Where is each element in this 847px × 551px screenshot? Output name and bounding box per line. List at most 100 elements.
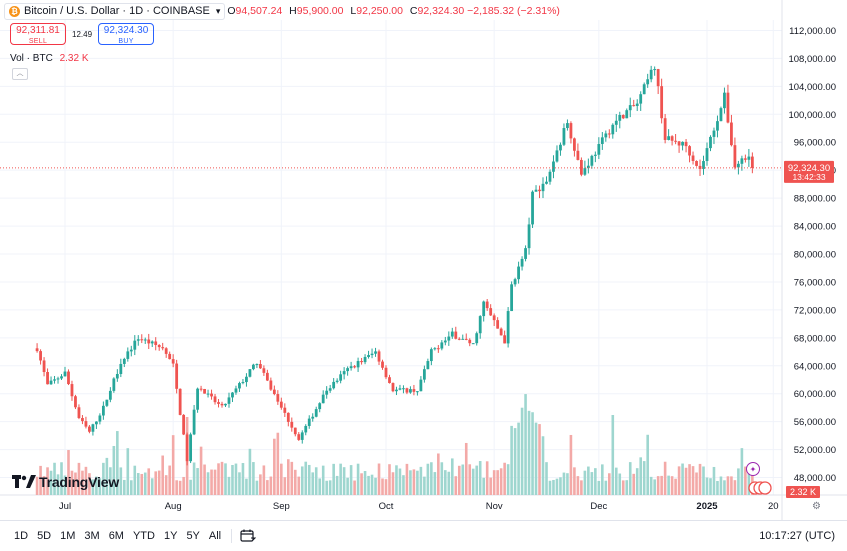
candle-body: [416, 391, 419, 393]
volume-bar: [182, 476, 185, 495]
timeframe-3m[interactable]: 3M: [84, 530, 100, 542]
timeframe-1m[interactable]: 1M: [60, 530, 76, 542]
y-tick-label: 100,000.00: [788, 110, 836, 121]
volume-bar: [538, 424, 541, 495]
candle-body: [709, 136, 712, 149]
open-value: 94,507.24: [235, 5, 283, 17]
trade-panel: 92,311.81 SELL 12.49 92,324.30 BUY: [10, 23, 155, 45]
candle-body: [489, 308, 493, 316]
candle-body: [56, 378, 60, 380]
volume-bar: [293, 469, 297, 495]
timeframe-ytd[interactable]: YTD: [132, 530, 155, 542]
candle-body: [349, 366, 353, 369]
volume-bar: [614, 467, 618, 495]
candle-body: [635, 103, 639, 106]
timeframe-1y[interactable]: 1Y: [163, 530, 178, 542]
y-tick-label: 68,000.00: [794, 333, 836, 344]
timeframe-all[interactable]: All: [208, 530, 222, 542]
high-value: 95,900.00: [296, 5, 344, 17]
volume-bar: [88, 473, 91, 495]
candle-body: [360, 361, 363, 363]
close-value: 92,324.30 −2,185.32 (−2.31%): [417, 5, 560, 17]
volume-bar: [416, 470, 419, 495]
candle-body: [618, 115, 622, 121]
chevron-down-icon[interactable]: ▾: [215, 5, 221, 16]
candle-body: [220, 403, 224, 406]
sell-button[interactable]: 92,311.81 SELL: [10, 23, 66, 45]
volume-bar: [374, 477, 377, 495]
volume-legend[interactable]: Vol · BTC 2.32 K: [10, 53, 89, 64]
candle-body: [42, 360, 46, 373]
timeframe-5d[interactable]: 5D: [37, 530, 52, 542]
tradingview-logo-icon: [12, 475, 36, 488]
volume-bar: [464, 442, 468, 495]
candle-body: [234, 388, 238, 393]
volume-bar: [98, 478, 102, 495]
volume-bar: [513, 428, 517, 495]
volume-bar: [388, 464, 391, 495]
x-tick-label: Dec: [590, 501, 607, 512]
candle-body: [332, 381, 336, 389]
volume-bar: [608, 473, 611, 495]
candle-body: [513, 279, 517, 285]
event-markers-icon[interactable]: [745, 480, 773, 496]
y-tick-label: 52,000.00: [794, 445, 836, 456]
buy-button[interactable]: 92,324.30 BUY: [98, 23, 155, 45]
candle-body: [370, 353, 374, 356]
volume-bar: [210, 469, 213, 495]
symbol-selector[interactable]: ₿ Bitcoin / U.S. Dollar · 1D · COINBASE …: [4, 2, 226, 20]
volume-bar: [492, 470, 496, 495]
collapse-legend-icon[interactable]: ︿: [12, 68, 28, 80]
volume-bar: [370, 474, 374, 495]
candle-body: [499, 328, 503, 336]
candle-body: [712, 130, 716, 137]
candle-body: [67, 371, 70, 385]
candle-body: [147, 339, 151, 344]
timeframe-5y[interactable]: 5Y: [186, 530, 200, 542]
volume-bar: [520, 407, 524, 495]
buy-price: 92,324.30: [103, 25, 149, 36]
volume-bar: [381, 478, 384, 495]
candle-body: [726, 92, 730, 123]
add-alert-icon[interactable]: ✦: [746, 462, 760, 476]
candle-body: [730, 122, 733, 146]
candle-body: [562, 128, 566, 145]
candle-body: [719, 108, 723, 122]
calendar-range-icon[interactable]: [240, 529, 257, 543]
candle-body: [402, 388, 405, 390]
volume-bar: [499, 468, 503, 495]
candle-body: [297, 434, 301, 440]
candle-body: [510, 284, 514, 312]
candle-body: [520, 258, 524, 267]
volume-bar: [311, 472, 315, 495]
volume-bar: [199, 446, 203, 495]
volume-bar: [541, 436, 545, 495]
y-tick-label: 80,000.00: [794, 250, 836, 261]
volume-bar: [297, 476, 301, 495]
volume-bar: [747, 465, 751, 495]
candle-body: [604, 133, 608, 138]
volume-bar: [663, 461, 667, 495]
candle-body: [311, 416, 315, 419]
candle-body: [583, 168, 587, 175]
volume-bar: [545, 462, 548, 495]
candle-body: [670, 136, 674, 141]
candle-body: [363, 356, 367, 363]
candle-body: [677, 141, 681, 146]
gear-icon[interactable]: ⚙: [812, 501, 821, 512]
candle-body: [579, 159, 583, 175]
candle-body: [185, 434, 189, 462]
candle-body: [436, 348, 440, 350]
volume-bar: [398, 468, 402, 495]
candle-body: [684, 141, 688, 147]
timeframe-6m[interactable]: 6M: [108, 530, 124, 542]
price-chart[interactable]: 48,000.00 52,000.00 56,000.00 60,000.00 64,0…: [0, 0, 847, 520]
candle-body: [395, 389, 398, 392]
candle-body: [178, 388, 182, 415]
utc-clock[interactable]: 10:17:27 (UTC): [759, 530, 835, 542]
timeframe-1d[interactable]: 1D: [14, 530, 29, 542]
candle-body: [367, 355, 370, 357]
volume-bar: [548, 480, 552, 495]
candle-body: [168, 353, 172, 360]
candle-body: [283, 407, 287, 413]
